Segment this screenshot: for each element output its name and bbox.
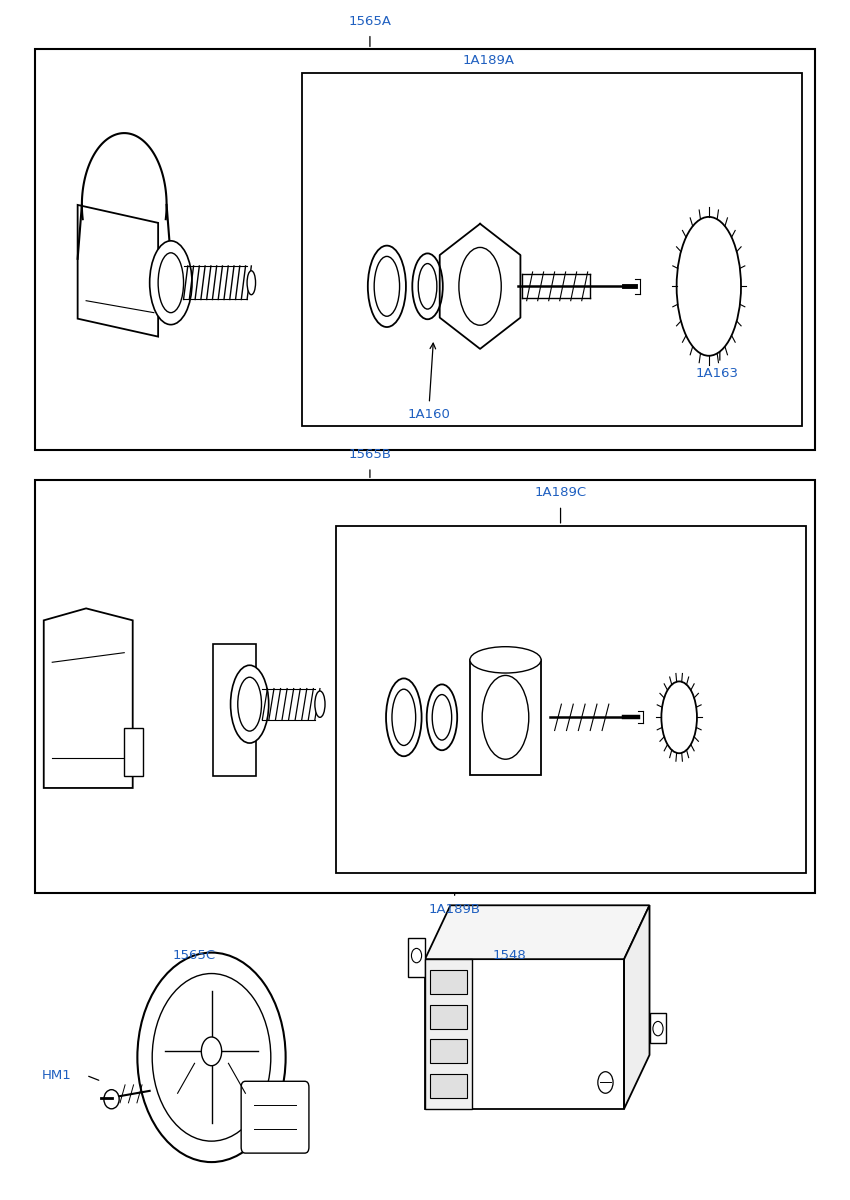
Polygon shape [213,644,256,776]
Text: 1A189B: 1A189B [428,902,480,916]
Bar [36,49,814,450]
Ellipse shape [150,241,192,325]
Ellipse shape [482,676,529,760]
Ellipse shape [368,246,406,328]
Bar [730,703,751,737]
Bar [688,703,709,737]
Ellipse shape [459,247,502,325]
Bar [624,670,645,703]
Bar [425,959,472,1109]
Bar [645,770,666,804]
Ellipse shape [314,691,325,718]
Text: sculderia: sculderia [178,680,367,722]
Circle shape [411,948,422,962]
Bar [336,526,807,872]
Polygon shape [649,1013,666,1043]
Bar [709,670,730,703]
Text: 1548: 1548 [493,948,527,961]
Ellipse shape [677,217,741,355]
Bar [470,660,541,775]
Bar [709,737,730,770]
Text: c a r   p a r t s: c a r p a r t s [328,764,454,782]
Ellipse shape [392,689,416,745]
Bar [36,480,814,893]
Text: 1A160: 1A160 [408,408,451,421]
Bar [730,636,751,670]
Text: 1565C: 1565C [173,948,216,961]
Text: 1A189C: 1A189C [535,486,586,499]
Ellipse shape [386,678,422,756]
Circle shape [201,1037,222,1066]
Bar [751,602,773,636]
Text: HM1: HM1 [42,1069,71,1081]
Ellipse shape [158,253,184,313]
Text: 1A163: 1A163 [696,366,739,379]
Circle shape [653,1021,663,1036]
Polygon shape [425,905,649,959]
Ellipse shape [661,682,697,754]
Bar [751,737,773,770]
Bar [430,1074,467,1098]
Polygon shape [77,205,158,337]
Bar [645,636,666,670]
Ellipse shape [470,647,541,673]
Ellipse shape [374,257,400,317]
Bar [430,970,467,994]
Polygon shape [43,608,133,788]
Polygon shape [408,937,425,977]
Bar [709,602,730,636]
Circle shape [598,1072,613,1093]
Ellipse shape [238,677,262,731]
Bar [688,770,709,804]
Bar [624,602,645,636]
Text: 1565B: 1565B [348,448,392,461]
Text: 1565A: 1565A [348,14,392,28]
Ellipse shape [230,665,269,743]
Polygon shape [624,905,649,1109]
Bar [302,73,802,426]
Bar [645,703,666,737]
FancyBboxPatch shape [241,1081,309,1153]
Bar [666,737,688,770]
Bar [688,636,709,670]
Bar [730,770,751,804]
Text: 1A189A: 1A189A [462,54,514,67]
Bar [425,959,624,1109]
Bar [666,670,688,703]
Bar [751,670,773,703]
Ellipse shape [427,684,457,750]
Ellipse shape [432,695,451,740]
Bar [430,1004,467,1028]
Bar [624,737,645,770]
Ellipse shape [247,271,256,295]
Ellipse shape [152,973,271,1141]
Bar [666,602,688,636]
Ellipse shape [412,253,443,319]
Bar [124,728,143,776]
Bar [430,1039,467,1063]
Ellipse shape [138,953,286,1162]
Ellipse shape [104,1090,119,1109]
Ellipse shape [418,264,437,310]
